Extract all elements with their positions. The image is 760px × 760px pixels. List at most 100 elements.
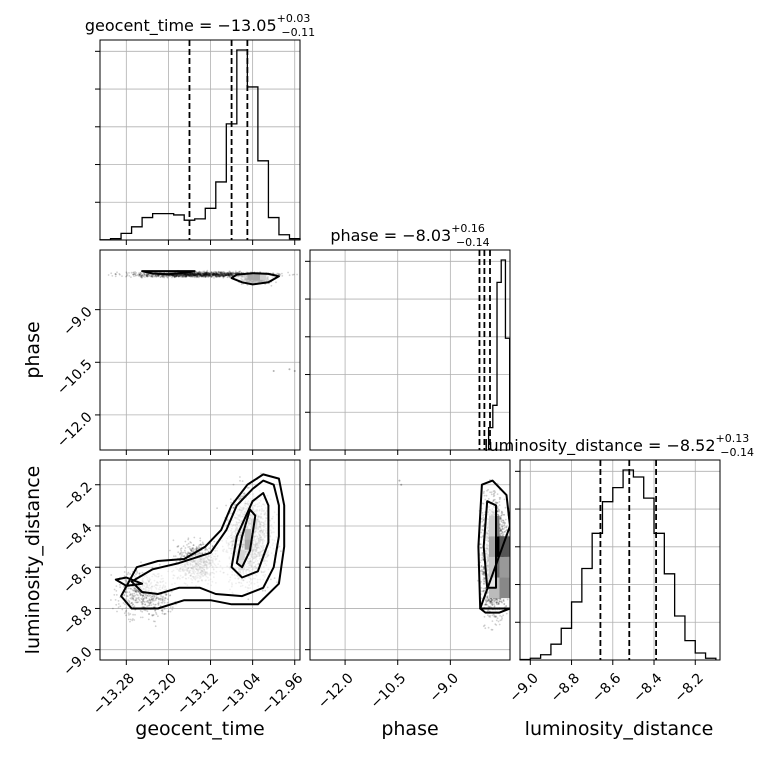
sample-point xyxy=(217,274,220,277)
sample-point xyxy=(135,598,138,600)
sample-point xyxy=(206,273,208,276)
sample-point xyxy=(187,273,190,276)
sample-point xyxy=(223,273,226,275)
sample-point xyxy=(173,275,176,277)
sample-point xyxy=(206,269,209,272)
sample-point xyxy=(482,514,484,516)
sample-point xyxy=(195,274,197,277)
sample-point xyxy=(206,272,209,275)
sample-point xyxy=(174,274,177,277)
sample-point xyxy=(202,275,204,277)
sample-point xyxy=(218,275,221,278)
sample-point xyxy=(144,273,146,276)
sample-point xyxy=(184,275,187,278)
sample-point xyxy=(173,274,176,277)
sample-point xyxy=(196,547,199,549)
sample-point xyxy=(129,573,132,575)
sample-point xyxy=(211,275,214,277)
sample-point xyxy=(206,273,209,276)
sample-point xyxy=(226,274,229,276)
sample-point xyxy=(186,553,189,556)
sample-point xyxy=(199,274,202,277)
sample-point xyxy=(199,272,202,274)
sample-point xyxy=(227,273,230,276)
sample-point xyxy=(192,544,195,546)
sample-point xyxy=(228,271,231,273)
sample-point xyxy=(185,274,187,277)
sample-point xyxy=(154,274,157,277)
sample-point xyxy=(224,274,227,277)
sample-point xyxy=(196,276,199,278)
sample-point xyxy=(190,541,193,544)
sample-point xyxy=(198,273,200,276)
sample-point xyxy=(232,506,235,509)
sample-point xyxy=(202,274,205,276)
sample-point xyxy=(134,590,137,593)
sample-point xyxy=(176,274,179,277)
sample-point xyxy=(198,272,201,275)
sample-point xyxy=(193,548,196,551)
sample-point xyxy=(222,276,225,279)
sample-point xyxy=(487,626,490,629)
sample-point xyxy=(140,275,143,278)
sample-point xyxy=(165,593,168,596)
sample-point xyxy=(264,589,267,592)
sample-point xyxy=(205,275,208,278)
sample-point xyxy=(195,272,198,275)
sample-point xyxy=(188,272,191,275)
sample-point xyxy=(476,579,479,582)
sample-point xyxy=(117,600,120,602)
sample-point xyxy=(205,272,208,274)
sample-point xyxy=(199,543,202,546)
sample-point xyxy=(192,274,195,277)
sample-point xyxy=(221,273,223,276)
sample-point xyxy=(234,272,237,275)
sample-point xyxy=(233,272,236,275)
sample-point xyxy=(142,594,144,597)
sample-point xyxy=(135,599,138,602)
sample-point xyxy=(171,606,174,609)
sample-point xyxy=(503,526,506,529)
sample-point xyxy=(110,574,113,576)
sample-point xyxy=(114,599,117,601)
sample-point xyxy=(187,273,190,276)
sample-point xyxy=(130,602,133,605)
sample-point xyxy=(187,538,190,541)
sample-point xyxy=(227,273,230,276)
sample-point xyxy=(129,618,132,621)
sample-point xyxy=(139,273,141,276)
sample-point xyxy=(129,613,132,615)
sample-point xyxy=(221,275,224,278)
sample-point xyxy=(216,276,219,278)
sample-point xyxy=(206,272,209,274)
sample-point xyxy=(200,275,203,278)
sample-point xyxy=(175,275,178,277)
sample-point xyxy=(215,273,218,276)
sample-point xyxy=(134,271,137,273)
sample-point xyxy=(136,588,138,591)
sample-point xyxy=(227,274,230,276)
stray-sample-point xyxy=(288,368,291,371)
sample-point xyxy=(221,273,224,276)
sample-point xyxy=(202,274,204,277)
sample-point xyxy=(159,598,162,600)
sample-point xyxy=(219,273,222,275)
sample-point xyxy=(125,275,127,278)
sample-point xyxy=(149,602,151,604)
sample-point xyxy=(198,273,201,276)
sample-point xyxy=(205,273,208,276)
sample-point xyxy=(192,550,195,552)
sample-point xyxy=(234,503,237,506)
joint-panel-geocent_time_vs_luminosity_distance xyxy=(110,472,286,628)
sample-point xyxy=(190,274,193,277)
sample-point xyxy=(183,273,186,276)
sample-point xyxy=(185,275,188,278)
sample-point xyxy=(163,601,166,604)
sample-point xyxy=(214,272,216,275)
sample-point xyxy=(179,552,182,555)
sample-point xyxy=(502,598,505,601)
sample-point xyxy=(145,597,148,600)
sample-point xyxy=(187,542,190,545)
sample-point xyxy=(171,608,174,611)
sample-point xyxy=(198,271,200,274)
